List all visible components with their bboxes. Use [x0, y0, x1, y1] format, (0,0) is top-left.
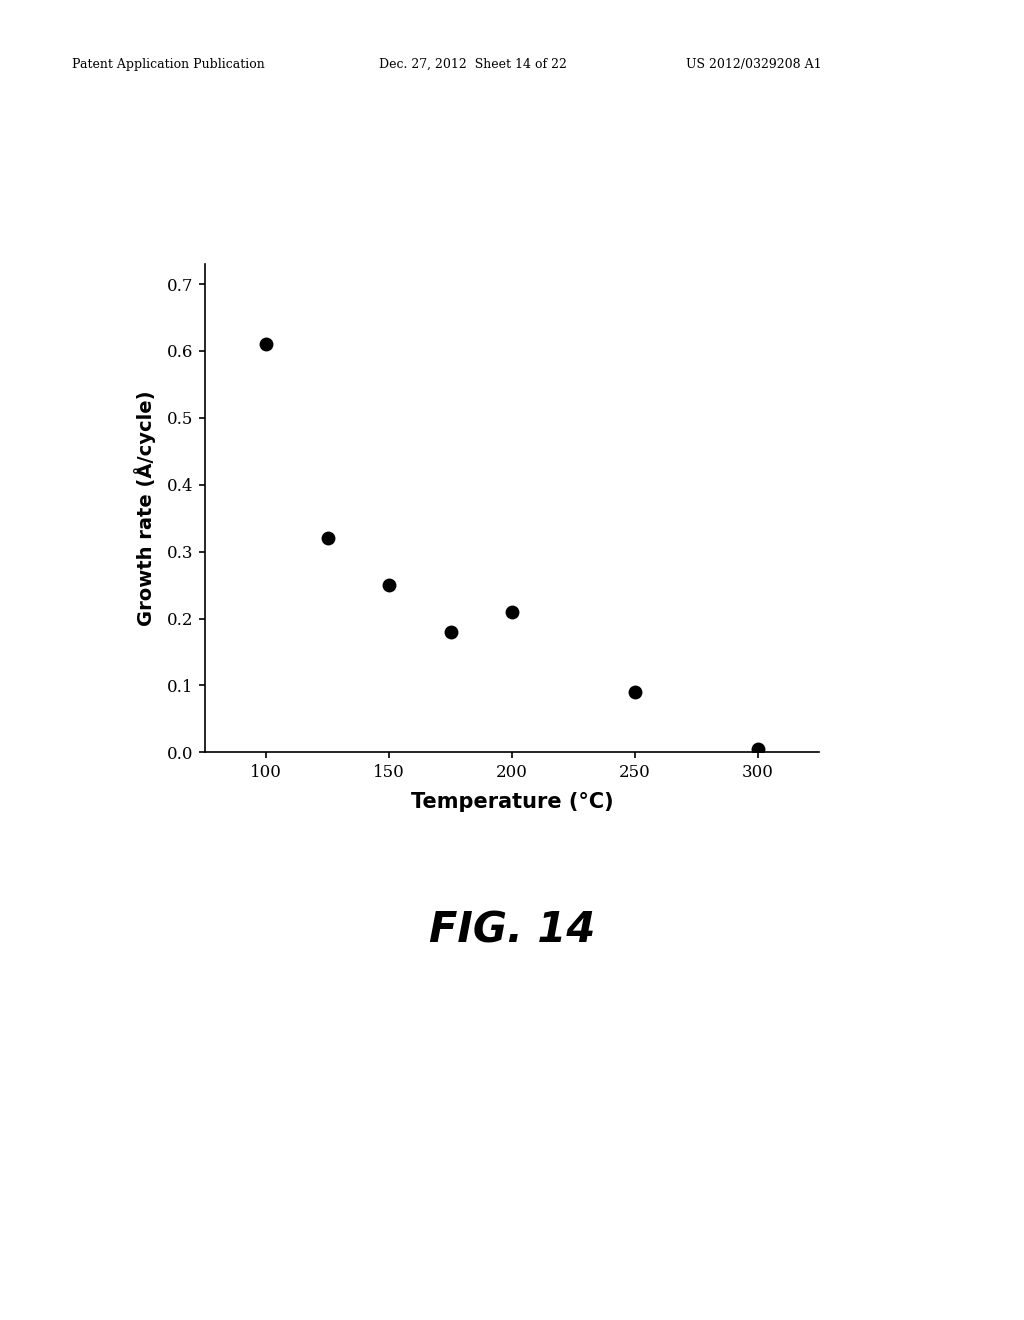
Y-axis label: Growth rate (Å/cycle): Growth rate (Å/cycle) — [134, 391, 156, 626]
Text: FIG. 14: FIG. 14 — [429, 909, 595, 952]
X-axis label: Temperature (°C): Temperature (°C) — [411, 792, 613, 812]
Text: US 2012/0329208 A1: US 2012/0329208 A1 — [686, 58, 821, 71]
Point — [258, 334, 274, 355]
Point — [319, 528, 336, 549]
Text: Dec. 27, 2012  Sheet 14 of 22: Dec. 27, 2012 Sheet 14 of 22 — [379, 58, 566, 71]
Point — [627, 681, 643, 702]
Point — [504, 602, 520, 623]
Point — [381, 574, 397, 595]
Point — [442, 622, 459, 643]
Point — [750, 738, 766, 759]
Text: Patent Application Publication: Patent Application Publication — [72, 58, 264, 71]
